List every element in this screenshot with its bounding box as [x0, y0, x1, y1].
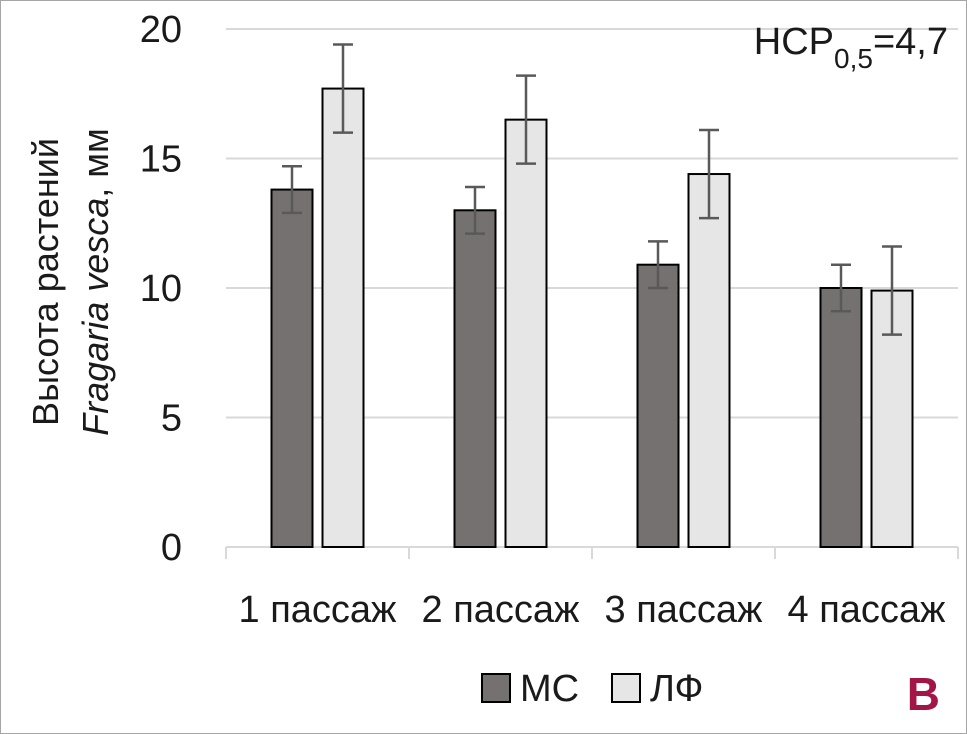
y-axis-label-species: Fragaria vesca: [75, 198, 116, 436]
bar-lf: [687, 173, 731, 548]
y-tick-label: 20: [140, 9, 182, 51]
legend: МС ЛФ: [481, 668, 703, 710]
error-bars: [282, 43, 902, 336]
x-axis: [225, 546, 959, 559]
lsd-value: =4,7: [873, 21, 948, 63]
legend-swatch: [481, 673, 511, 703]
bar-ms: [453, 209, 497, 549]
y-tick-labels: 0 5 10 15 20: [140, 9, 182, 569]
y-axis-label-unit: , мм: [75, 128, 116, 198]
y-tick-label: 10: [140, 268, 182, 310]
x-tick-labels: 1 пассаж 2 пассаж 3 пассаж 4 пассаж: [239, 589, 947, 631]
y-tick-label: 0: [161, 527, 182, 569]
bar-lf: [504, 118, 548, 549]
x-tick-label: 1 пассаж: [239, 589, 398, 631]
panel-label: В: [907, 668, 940, 720]
lsd-annotation: НСР0,5=4,7: [754, 21, 948, 74]
x-tick-label: 3 пассаж: [605, 589, 764, 631]
x-tick-label: 4 пассаж: [788, 589, 947, 631]
y-axis-label: Высота растений: [25, 138, 66, 426]
bar-lf: [321, 87, 365, 548]
bars: [270, 87, 914, 549]
legend-swatch: [611, 673, 641, 703]
lsd-subscript: 0,5: [834, 43, 873, 74]
legend-label: ЛФ: [650, 668, 703, 710]
y-tick-label: 15: [140, 139, 182, 181]
bar-ms: [636, 263, 680, 548]
x-tick-label: 2 пассаж: [422, 589, 581, 631]
y-tick-label: 5: [161, 398, 182, 440]
legend-label: МС: [520, 668, 579, 710]
y-axis-label-line1: Высота растений: [25, 138, 66, 426]
lsd-prefix: НСР: [754, 21, 834, 63]
bar-ms: [270, 188, 314, 549]
bar-ms: [819, 287, 863, 548]
y-axis-label-2: Fragaria vesca, мм: [75, 128, 116, 436]
